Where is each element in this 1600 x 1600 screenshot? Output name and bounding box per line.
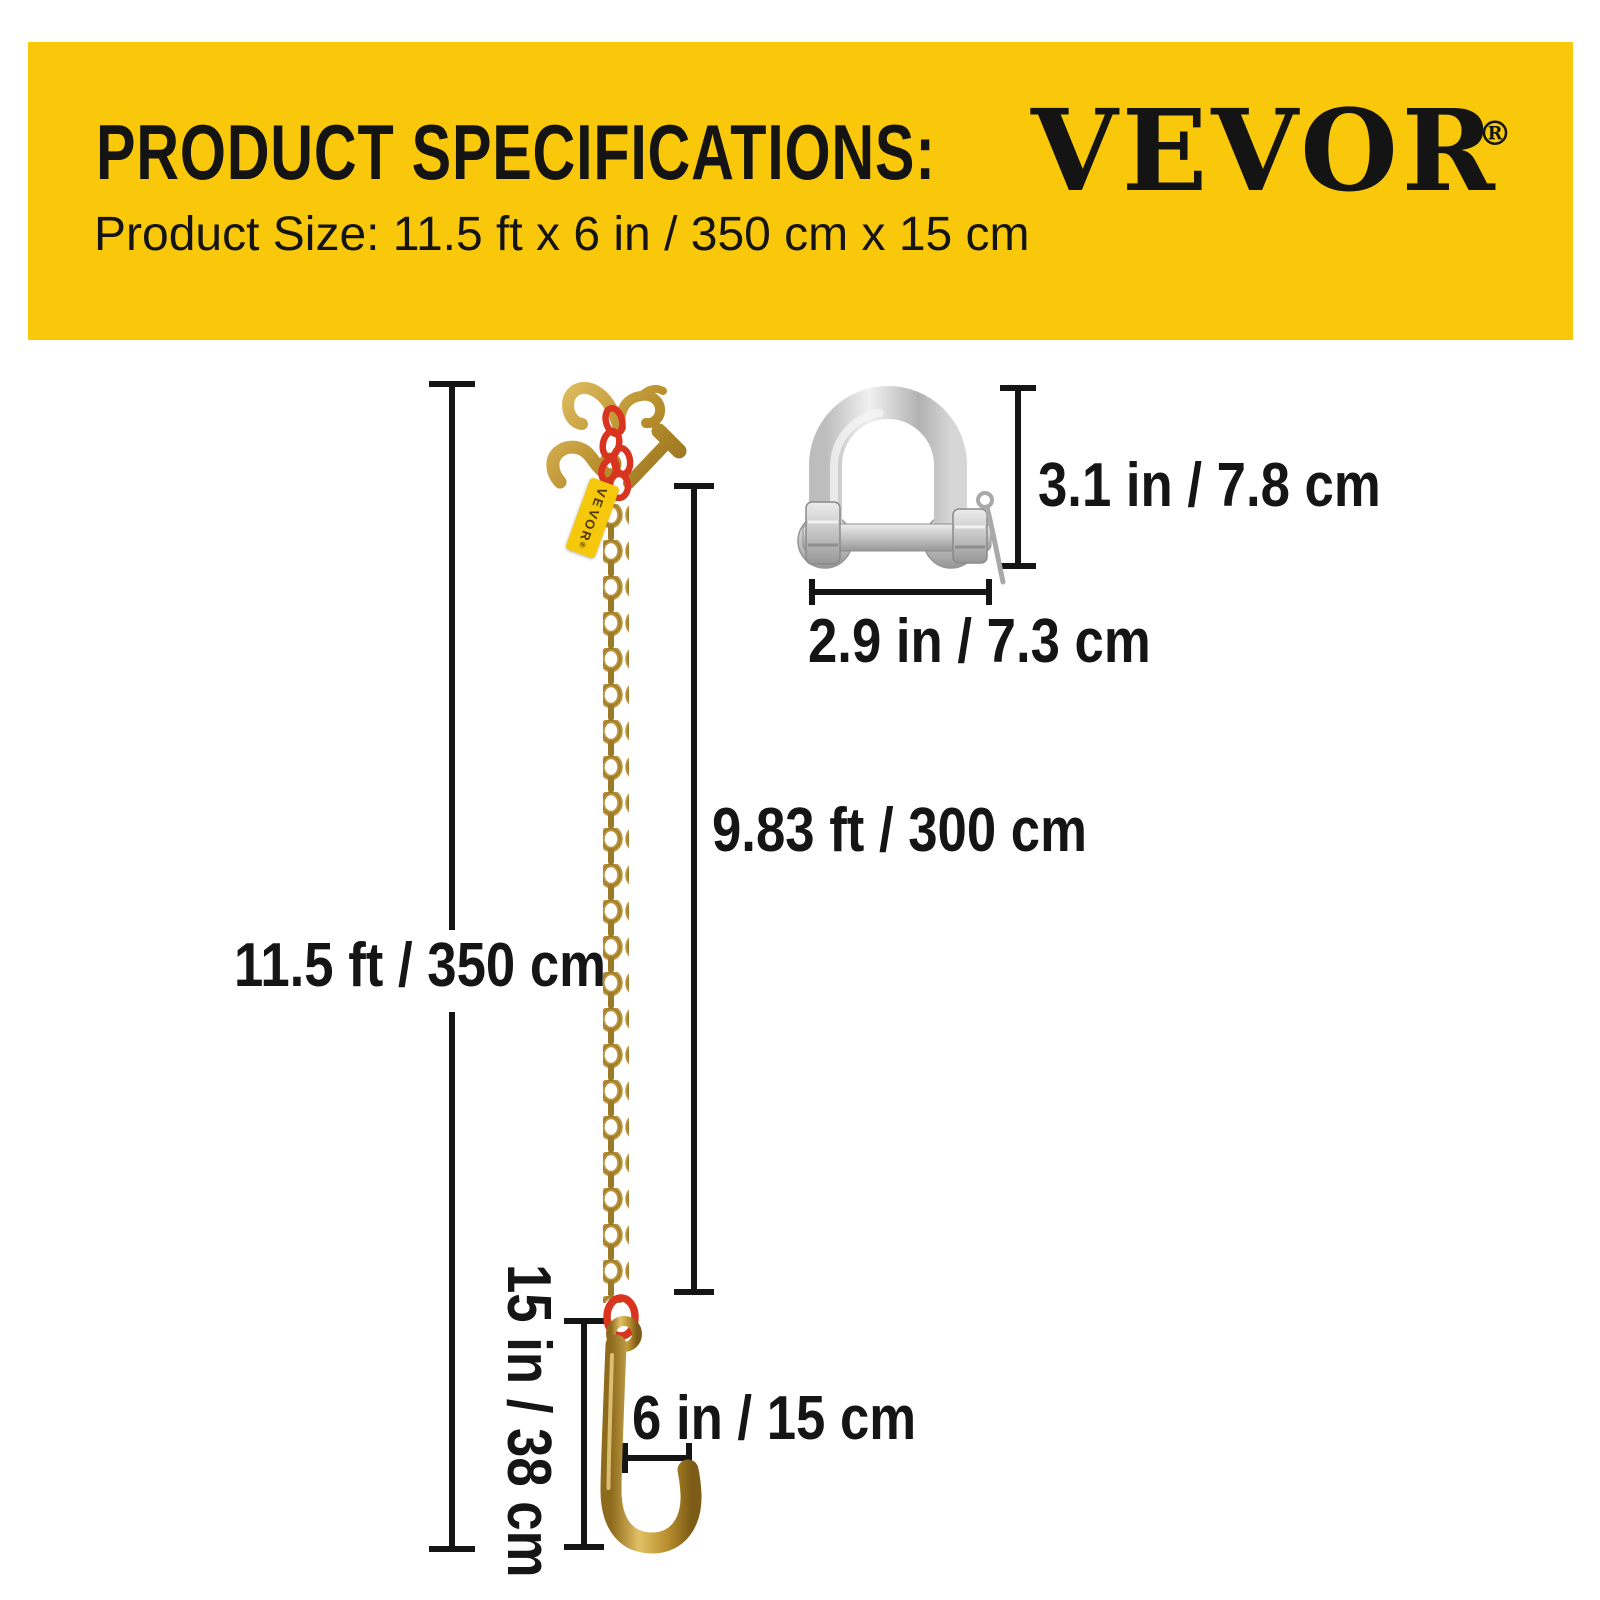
shackle-nut <box>952 508 988 564</box>
j-hook <box>600 1316 702 1554</box>
dimension-line-shackle-height <box>1000 385 1036 569</box>
dimension-label-hook-width: 6 in / 15 cm <box>632 1384 917 1453</box>
dimension-line-total-length <box>429 381 475 1552</box>
hook-cluster <box>546 382 687 502</box>
r-hook <box>615 390 666 433</box>
grab-hook <box>546 440 611 489</box>
cotter-pin <box>976 491 1006 585</box>
mini-j-hook <box>561 382 625 435</box>
dimension-line-hook-width <box>622 1443 692 1473</box>
r-hook-prong <box>637 384 667 400</box>
shackle-bow <box>809 386 967 545</box>
dimension-label-shackle-height: 3.1 in / 7.8 cm <box>1038 451 1381 520</box>
shackle-pin <box>802 523 992 552</box>
dimension-line-hook-length <box>564 1318 604 1550</box>
t-hook-head <box>651 423 687 459</box>
dimension-label-chain-length: 9.83 ft / 300 cm <box>712 796 1087 865</box>
shackle-bow-highlight <box>830 409 884 539</box>
shackle-illustration <box>797 386 1006 585</box>
chain <box>603 495 629 1303</box>
registered-mark: ® <box>1478 114 1512 154</box>
dimension-label-hook-length: 15 in / 38 cm <box>494 1264 563 1578</box>
vevor-logo: VEVOR <box>1031 86 1499 217</box>
shackle-bolt-head <box>805 501 841 565</box>
page-title: PRODUCT SPECIFICATIONS: <box>96 108 936 196</box>
j-hook-body <box>600 1334 702 1554</box>
j-hook-highlight <box>606 1353 614 1490</box>
t-hook-shank <box>623 437 673 489</box>
dimension-line-shackle-width <box>809 579 992 605</box>
product-size-text: Product Size: 11.5 ft x 6 in / 350 cm x … <box>94 208 1030 261</box>
dimension-label-shackle-width: 2.9 in / 7.3 cm <box>808 607 1151 676</box>
dimension-label-total-length: 11.5 ft / 350 cm <box>233 931 607 1000</box>
header-banner: PRODUCT SPECIFICATIONS: Product Size: 11… <box>28 42 1573 340</box>
dimension-line-chain-length <box>674 483 714 1295</box>
